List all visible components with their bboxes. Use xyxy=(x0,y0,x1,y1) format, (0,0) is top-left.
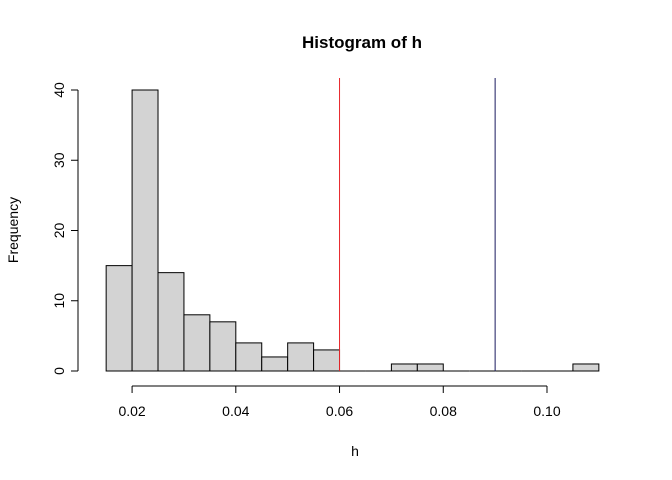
histogram-bar xyxy=(183,314,211,372)
histogram-bar xyxy=(235,342,263,372)
histogram-bar xyxy=(416,363,444,372)
y-axis-label: Frequency xyxy=(5,197,21,263)
y-tick-label: 20 xyxy=(51,223,67,239)
histogram-bar xyxy=(131,89,159,372)
bars-group xyxy=(105,89,600,372)
y-tick-label: 10 xyxy=(51,293,67,309)
y-tick-label: 40 xyxy=(51,82,67,98)
x-axis: 0.02 0.04 0.06 0.08 0.10 xyxy=(118,385,561,419)
histogram-bar xyxy=(390,363,418,372)
x-tick-label: 0.06 xyxy=(326,403,353,419)
x-axis-label: h xyxy=(351,443,359,459)
y-tick-label: 30 xyxy=(51,152,67,168)
reference-lines xyxy=(339,78,496,371)
x-tick-label: 0.02 xyxy=(118,403,145,419)
histogram-bar xyxy=(209,321,237,372)
histogram-bar xyxy=(157,272,185,372)
x-tick-label: 0.08 xyxy=(430,403,457,419)
histogram-bar xyxy=(313,349,341,372)
y-axis: 0 10 20 30 40 xyxy=(51,82,79,375)
histogram-bar xyxy=(105,265,133,372)
histogram-bar xyxy=(261,356,289,372)
histogram-bar xyxy=(572,363,600,372)
x-tick-label: 0.10 xyxy=(533,403,560,419)
x-tick-label: 0.04 xyxy=(222,403,249,419)
histogram-bar xyxy=(287,342,315,372)
y-tick-label: 0 xyxy=(51,367,67,375)
chart-title: Histogram of h xyxy=(302,33,422,52)
